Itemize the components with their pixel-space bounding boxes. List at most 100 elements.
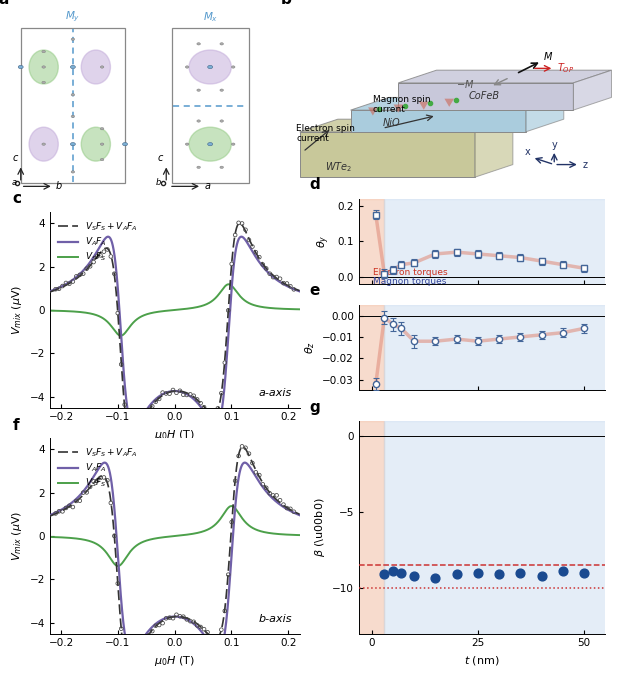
Bar (350, 421, 384, 634)
Point (68, 501, 78, 512)
Text: Electron spin
current: Electron spin current (296, 124, 355, 143)
Circle shape (100, 143, 104, 145)
Polygon shape (525, 97, 564, 132)
Text: d: d (310, 177, 320, 192)
Text: Magnon torques: Magnon torques (373, 277, 447, 286)
Text: c: c (157, 153, 163, 163)
Point (161, 613, 171, 624)
Point (113, 308, 123, 319)
Point (140, 636, 150, 647)
Polygon shape (419, 101, 429, 110)
Point (99, 472, 109, 483)
Point (123, 662, 133, 673)
Point (168, 384, 178, 395)
Point (109, 530, 119, 541)
Point (123, 427, 133, 438)
Point (130, 433, 140, 444)
Text: $M_x$: $M_x$ (203, 10, 218, 24)
Point (120, 651, 130, 662)
Text: b: b (156, 178, 161, 187)
Point (515, 567, 525, 578)
Point (71, 271, 81, 282)
Point (217, 624, 227, 635)
Point (285, 503, 295, 514)
Point (196, 398, 206, 409)
Point (230, 475, 240, 486)
Point (51, 508, 61, 519)
Point (278, 499, 288, 510)
Circle shape (42, 51, 46, 53)
Point (127, 434, 137, 445)
Point (289, 284, 299, 295)
Circle shape (220, 120, 223, 122)
Point (158, 387, 168, 398)
Point (289, 506, 299, 517)
Point (61, 277, 71, 288)
Circle shape (220, 166, 223, 169)
Point (223, 569, 233, 580)
Point (137, 417, 147, 428)
Point (154, 393, 164, 404)
Polygon shape (368, 108, 378, 116)
Circle shape (42, 66, 46, 69)
Bar (350, 305, 384, 390)
Point (134, 651, 144, 662)
Point (579, 567, 589, 578)
Point (206, 632, 216, 643)
Point (537, 571, 547, 582)
Circle shape (220, 42, 223, 45)
Circle shape (100, 158, 104, 161)
Text: $M_y$: $M_y$ (66, 10, 80, 24)
Point (271, 490, 281, 501)
Y-axis label: $\theta_z$: $\theta_z$ (303, 341, 316, 354)
Point (147, 401, 157, 412)
Y-axis label: $V_{mix}$ ($\mu$V): $V_{mix}$ ($\mu$V) (10, 285, 24, 335)
Polygon shape (300, 132, 475, 177)
Point (213, 632, 223, 643)
Point (51, 284, 61, 295)
Point (165, 388, 175, 399)
Circle shape (18, 65, 23, 68)
Text: y: y (552, 140, 557, 150)
Point (151, 396, 161, 407)
Point (206, 410, 216, 421)
Text: a: a (205, 181, 210, 191)
Point (251, 247, 261, 258)
Point (203, 627, 213, 638)
Circle shape (208, 142, 213, 146)
X-axis label: $\mu_0H$ (T): $\mu_0H$ (T) (154, 654, 195, 668)
Polygon shape (398, 70, 612, 83)
Text: $T_{OP}$: $T_{OP}$ (557, 62, 575, 75)
Circle shape (220, 89, 223, 91)
Point (473, 567, 483, 578)
Point (268, 272, 278, 283)
Polygon shape (398, 83, 573, 110)
Text: x: x (524, 147, 530, 158)
Polygon shape (300, 119, 513, 132)
Text: f: f (12, 418, 19, 432)
Point (379, 569, 389, 580)
Point (106, 497, 116, 508)
Circle shape (232, 143, 235, 145)
Point (127, 662, 137, 673)
Point (144, 630, 154, 640)
X-axis label: $\mu_0H$ (T): $\mu_0H$ (T) (154, 428, 195, 442)
Circle shape (208, 65, 213, 68)
Text: c: c (12, 192, 21, 206)
Point (227, 258, 236, 269)
Ellipse shape (189, 50, 232, 84)
Point (175, 611, 185, 622)
Circle shape (71, 38, 75, 40)
Point (78, 269, 88, 279)
Point (168, 612, 178, 623)
Point (182, 614, 192, 625)
Legend: $V_SF_S + V_AF_A$, $V_AF_A$, $V_SF_S$: $V_SF_S + V_AF_A$, $V_AF_A$, $V_SF_S$ (54, 217, 142, 267)
Text: z: z (583, 160, 588, 170)
Point (147, 625, 157, 636)
Bar (384, 421, 624, 634)
Circle shape (197, 120, 200, 122)
Point (102, 244, 112, 255)
Point (71, 495, 81, 506)
Circle shape (42, 143, 46, 145)
Bar (21, 29, 125, 183)
